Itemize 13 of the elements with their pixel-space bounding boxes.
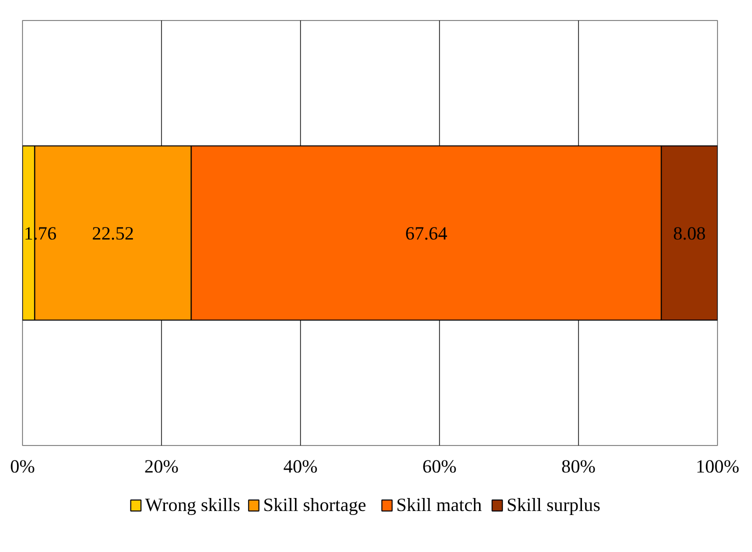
x-tick-label: 20% bbox=[144, 456, 179, 478]
legend-label: Skill shortage bbox=[263, 495, 366, 516]
data-label: 8.08 bbox=[673, 224, 706, 244]
x-tick-label: 80% bbox=[561, 456, 596, 478]
data-label: 67.64 bbox=[405, 224, 448, 244]
legend-label: Skill match bbox=[396, 495, 482, 516]
data-label: 22.52 bbox=[92, 224, 134, 244]
x-tick-label: 0% bbox=[10, 456, 35, 478]
x-tick-label: 100% bbox=[696, 456, 740, 478]
x-tick-label: 60% bbox=[422, 456, 457, 478]
legend-label: Skill surplus bbox=[506, 495, 600, 516]
legend-label: Wrong skills bbox=[145, 495, 240, 516]
x-tick-label: 40% bbox=[283, 456, 318, 478]
